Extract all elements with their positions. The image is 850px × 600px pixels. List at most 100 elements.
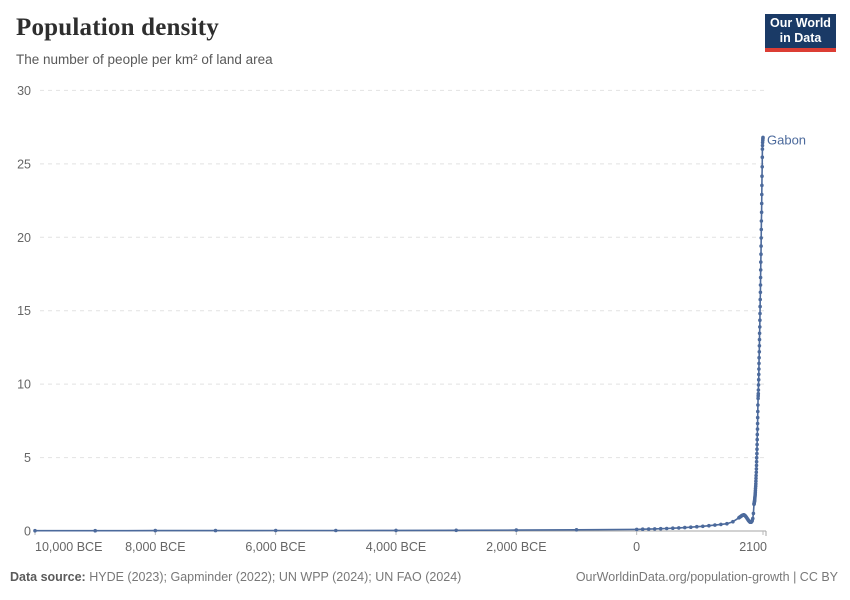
data-point-marker[interactable] [759, 219, 764, 223]
data-point-marker[interactable] [677, 526, 681, 530]
data-point-marker[interactable] [757, 331, 762, 336]
data-source-note: Data source: HYDE (2023); Gapminder (202… [10, 570, 461, 584]
data-point-marker[interactable] [755, 432, 760, 437]
data-point-marker[interactable] [758, 275, 763, 280]
data-point-marker[interactable] [757, 367, 761, 371]
data-point-marker[interactable] [683, 525, 687, 530]
data-point-marker[interactable] [756, 388, 761, 392]
owid-logo[interactable]: Our World in Data [765, 14, 836, 52]
data-point-marker[interactable] [755, 415, 760, 420]
data-point-marker[interactable] [760, 183, 764, 188]
data-point-marker[interactable] [756, 383, 761, 387]
data-point-marker[interactable] [754, 467, 759, 471]
y-tick-label: 0 [24, 525, 31, 539]
data-line-gabon[interactable] [35, 137, 764, 532]
data-point-marker[interactable] [760, 143, 765, 148]
data-point-marker[interactable] [731, 519, 735, 524]
data-point-marker[interactable] [754, 482, 758, 486]
data-point-marker[interactable] [273, 528, 278, 533]
data-point-marker[interactable] [757, 344, 762, 348]
data-point-marker[interactable] [759, 260, 763, 264]
data-point-marker[interactable] [719, 522, 723, 527]
data-point-marker[interactable] [751, 516, 755, 521]
data-point-marker[interactable] [758, 283, 763, 287]
data-point-marker[interactable] [760, 192, 764, 197]
data-point-marker[interactable] [755, 447, 759, 452]
data-point-marker[interactable] [454, 528, 459, 533]
data-point-marker[interactable] [754, 470, 759, 475]
data-point-marker[interactable] [760, 165, 764, 169]
data-point-marker[interactable] [754, 455, 759, 460]
data-point-marker[interactable] [640, 527, 645, 531]
data-point-marker[interactable] [759, 227, 764, 232]
data-point-marker[interactable] [664, 526, 669, 531]
data-point-marker[interactable] [756, 391, 761, 396]
data-point-marker[interactable] [574, 528, 579, 532]
data-point-marker[interactable] [760, 174, 764, 178]
data-point-marker[interactable] [658, 526, 663, 531]
data-point-marker[interactable] [758, 304, 762, 309]
data-point-marker[interactable] [701, 524, 705, 529]
data-point-marker[interactable] [754, 473, 758, 478]
x-tick-label: 2,000 BCE [486, 540, 546, 554]
y-tick-label: 15 [17, 304, 31, 318]
y-tick-label: 20 [17, 231, 31, 245]
data-point-marker[interactable] [757, 372, 761, 377]
chart-footer: Data source: HYDE (2023); Gapminder (202… [0, 568, 850, 592]
data-point-marker[interactable] [514, 528, 519, 532]
data-point-marker[interactable] [754, 476, 758, 481]
data-point-marker[interactable] [756, 377, 761, 382]
data-point-marker[interactable] [754, 463, 759, 468]
data-point-marker[interactable] [759, 210, 764, 215]
data-point-marker[interactable] [153, 528, 158, 533]
data-point-marker[interactable] [759, 201, 764, 206]
data-point-marker[interactable] [759, 252, 763, 256]
data-point-marker[interactable] [758, 311, 762, 316]
series-label-gabon[interactable]: Gabon [767, 132, 806, 147]
data-point-marker[interactable] [725, 521, 729, 526]
data-point-marker[interactable] [757, 337, 762, 342]
data-point-marker[interactable] [757, 361, 761, 366]
data-point-marker[interactable] [758, 318, 762, 323]
data-point-marker[interactable] [646, 527, 651, 531]
data-point-marker[interactable] [757, 350, 762, 354]
data-point-marker[interactable] [634, 527, 639, 532]
data-point-marker[interactable] [759, 244, 763, 248]
data-point-marker[interactable] [755, 421, 760, 426]
page-title: Population density [16, 14, 219, 41]
data-point-marker[interactable] [33, 528, 37, 533]
data-point-marker[interactable] [757, 355, 761, 360]
data-point-marker[interactable] [755, 442, 759, 447]
data-point-marker[interactable] [695, 524, 699, 529]
owid-url-license[interactable]: OurWorldinData.org/population-growth | C… [575, 570, 838, 584]
data-point-marker[interactable] [761, 135, 765, 140]
y-tick-label: 30 [17, 84, 31, 98]
data-point-marker[interactable] [713, 523, 717, 527]
data-point-marker[interactable] [755, 437, 759, 442]
data-point-marker[interactable] [760, 147, 765, 151]
data-point-marker[interactable] [754, 479, 758, 484]
data-point-marker[interactable] [760, 155, 765, 159]
data-point-marker[interactable] [689, 525, 693, 529]
data-point-marker[interactable] [751, 511, 756, 516]
data-point-marker[interactable] [754, 459, 759, 464]
data-point-marker[interactable] [758, 290, 763, 295]
data-point-marker[interactable] [756, 403, 760, 407]
data-point-marker[interactable] [213, 528, 218, 533]
data-point-marker[interactable] [334, 528, 338, 533]
data-point-marker[interactable] [758, 325, 762, 329]
data-point-marker[interactable] [758, 268, 763, 272]
data-point-marker[interactable] [755, 451, 759, 456]
data-source-text: HYDE (2023); Gapminder (2022); UN WPP (2… [85, 570, 462, 584]
data-point-marker[interactable] [756, 409, 760, 414]
data-point-marker[interactable] [671, 526, 675, 530]
data-point-marker[interactable] [707, 523, 711, 528]
data-point-marker[interactable] [758, 297, 762, 302]
data-point-marker[interactable] [394, 528, 398, 533]
data-point-marker[interactable] [759, 236, 763, 240]
owid-logo-line1: Our World [770, 16, 831, 30]
data-point-marker[interactable] [93, 528, 97, 533]
data-point-marker[interactable] [755, 427, 760, 431]
data-point-marker[interactable] [652, 527, 657, 531]
